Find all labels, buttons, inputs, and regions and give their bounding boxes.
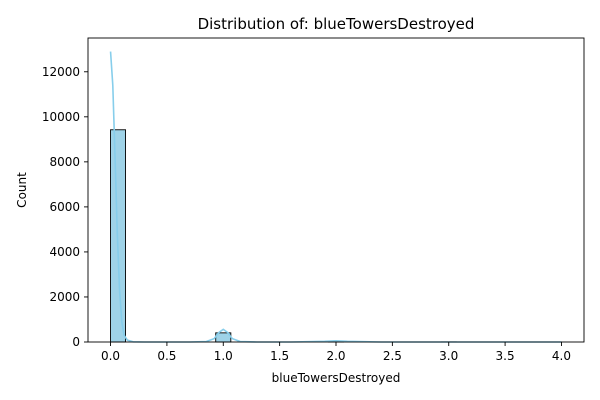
x-tick-label: 4.0: [552, 349, 571, 363]
y-tick-label: 2000: [49, 290, 80, 304]
plot-area: [87, 37, 585, 343]
x-tick-label: 1.5: [270, 349, 289, 363]
x-tick-label: 2.0: [326, 349, 345, 363]
y-tick-label: 4000: [49, 245, 80, 259]
y-tick-label: 6000: [49, 200, 80, 214]
chart-title: Distribution of: blueTowersDestroyed: [198, 15, 475, 33]
y-axis-label: Count: [15, 172, 29, 208]
x-axis-ticks: 0.0 0.5 1.0 1.5 2.0 2.5 3.0 3.5 4.0: [101, 342, 571, 363]
x-tick-label: 3.0: [439, 349, 458, 363]
x-axis-label: blueTowersDestroyed: [272, 371, 401, 385]
y-tick-label: 0: [72, 335, 80, 349]
x-tick-label: 3.5: [496, 349, 515, 363]
x-tick-label: 2.5: [383, 349, 402, 363]
y-tick-label: 12000: [42, 65, 80, 79]
x-tick-label: 1.0: [214, 349, 233, 363]
plot-frame: [87, 37, 585, 343]
x-tick-label: 0.0: [101, 349, 120, 363]
y-tick-label: 10000: [42, 110, 80, 124]
x-tick-label: 0.5: [157, 349, 176, 363]
y-tick-label: 8000: [49, 155, 80, 169]
y-axis-ticks: 0 2000 4000 6000 8000 10000 12000: [42, 65, 88, 349]
kde-curve: [109, 51, 562, 343]
histogram-bars: [110, 129, 562, 343]
